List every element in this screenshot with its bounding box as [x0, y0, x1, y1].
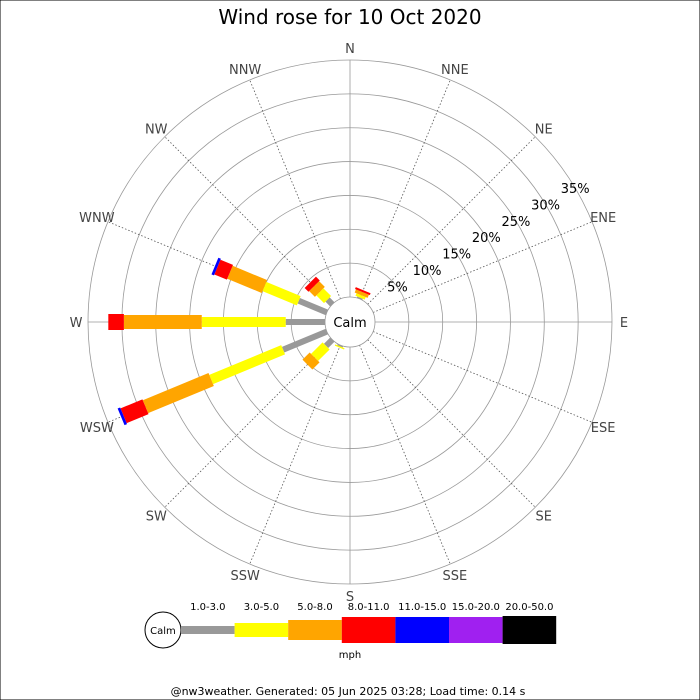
bar-nw-3.0-5.0	[316, 288, 332, 304]
bar-nw-1.0-3.0	[325, 297, 335, 307]
legend-label-3.0-5.0: 3.0-5.0	[244, 602, 279, 613]
bar-wsw-5.0-8.0	[142, 373, 214, 414]
legend: Calm 1.0-3.0 3.0-5.0 5.0-8.0 8.0-11.0 11.0-15…	[144, 602, 557, 661]
direction-label-sw: SW	[146, 510, 167, 525]
legend-swatch-11.0-15.0	[395, 617, 449, 643]
direction-label-ne: NE	[535, 122, 553, 137]
legend-label-5.0-8.0: 5.0-8.0	[297, 602, 332, 613]
ring-label-3: 15%	[442, 248, 471, 263]
direction-label-se: SE	[536, 510, 552, 525]
direction-label-sse: SSE	[442, 569, 467, 584]
direction-label-ese: ESE	[591, 421, 616, 436]
direction-label-n: N	[345, 42, 355, 57]
bar-wnw-5.0-8.0	[227, 265, 268, 293]
chart-title: Wind rose for 10 Oct 2020	[218, 5, 481, 29]
legend-swatch-20.0-50.0	[502, 616, 557, 644]
ring-label-2: 10%	[413, 264, 442, 279]
direction-labels: N NNE NE ENE E ESE SE SSE S SSW SW WSW W WNW NW NNW	[70, 42, 629, 605]
legend-swatch-3.0-5.0	[234, 623, 289, 637]
ring-label-6: 30%	[531, 198, 560, 213]
ring-label-5: 25%	[501, 215, 530, 230]
spoke-ssw	[249, 344, 341, 565]
spoke-nw	[164, 136, 333, 305]
direction-label-wnw: WNW	[79, 211, 115, 226]
ring-label-7: 35%	[561, 182, 590, 197]
bar-wnw-11.0-15.0	[211, 257, 221, 276]
legend-label-15.0-20.0: 15.0-20.0	[452, 602, 500, 613]
direction-label-w: W	[70, 316, 83, 331]
direction-label-nw: NW	[145, 122, 168, 137]
bar-sw-3.0-5.0	[311, 342, 330, 361]
bar-wnw-3.0-5.0	[262, 281, 301, 306]
legend-swatch-15.0-20.0	[449, 617, 503, 643]
wind-bars	[108, 257, 371, 426]
spoke-ne	[367, 136, 536, 305]
legend-label-1.0-3.0: 1.0-3.0	[190, 602, 225, 613]
bar-nw-5.0-8.0	[309, 281, 325, 297]
spoke-ese	[372, 331, 593, 423]
calm-label: Calm	[333, 316, 366, 331]
spoke-sse	[359, 344, 451, 565]
ring-label-1: 5%	[387, 280, 408, 295]
bar-wsw-1.0-3.0	[281, 328, 329, 353]
bar-sw-5.0-8.0	[302, 352, 320, 370]
legend-label-11.0-15.0: 11.0-15.0	[398, 602, 446, 613]
legend-swatch-1.0-3.0	[181, 626, 235, 634]
spoke-se	[367, 339, 536, 508]
bar-sw-1.0-3.0	[323, 337, 335, 349]
bar-wsw-11.0-15.0	[117, 407, 128, 426]
spoke-nne	[359, 79, 451, 300]
bar-nne-5.0-8.0	[354, 289, 369, 298]
bar-wnw-1.0-3.0	[297, 298, 329, 316]
bar-wnw-8.0-11.0	[214, 259, 233, 280]
legend-units: mph	[339, 650, 361, 661]
direction-label-ssw: SSW	[230, 569, 260, 584]
calm-circle-group: Calm	[324, 296, 376, 348]
legend-label-20.0-50.0: 20.0-50.0	[505, 602, 553, 613]
direction-label-nnw: NNW	[229, 63, 261, 78]
bar-nne-3.0-5.0	[355, 293, 366, 300]
spoke-nnw	[249, 79, 341, 300]
footer-text: @nw3weather. Generated: 05 Jun 2025 03:2…	[171, 685, 526, 698]
spoke-sw	[164, 339, 333, 508]
bar-wsw-3.0-5.0	[209, 345, 286, 385]
bar-nw-8.0-11.0	[304, 276, 320, 292]
legend-swatch-8.0-11.0	[341, 617, 396, 643]
ring-labels: 5% 10%15%20%25%30%35%	[387, 182, 589, 295]
ring-label-4: 20%	[472, 231, 501, 246]
direction-label-s: S	[346, 590, 354, 605]
spoke-ene	[372, 221, 593, 313]
bar-nne-8.0-11.0	[355, 287, 371, 296]
calm-circle	[324, 296, 376, 348]
bar-wsw-8.0-11.0	[120, 399, 149, 424]
direction-label-wsw: WSW	[80, 421, 114, 436]
bar-ssw-3.0-5.0	[334, 344, 345, 350]
legend-label-8.0-11.0: 8.0-11.0	[348, 602, 390, 613]
direction-label-ene: ENE	[590, 211, 616, 226]
legend-swatch-5.0-8.0	[288, 620, 342, 640]
direction-label-nne: NNE	[441, 63, 469, 78]
direction-label-e: E	[620, 316, 628, 331]
legend-calm-label: Calm	[150, 626, 176, 637]
